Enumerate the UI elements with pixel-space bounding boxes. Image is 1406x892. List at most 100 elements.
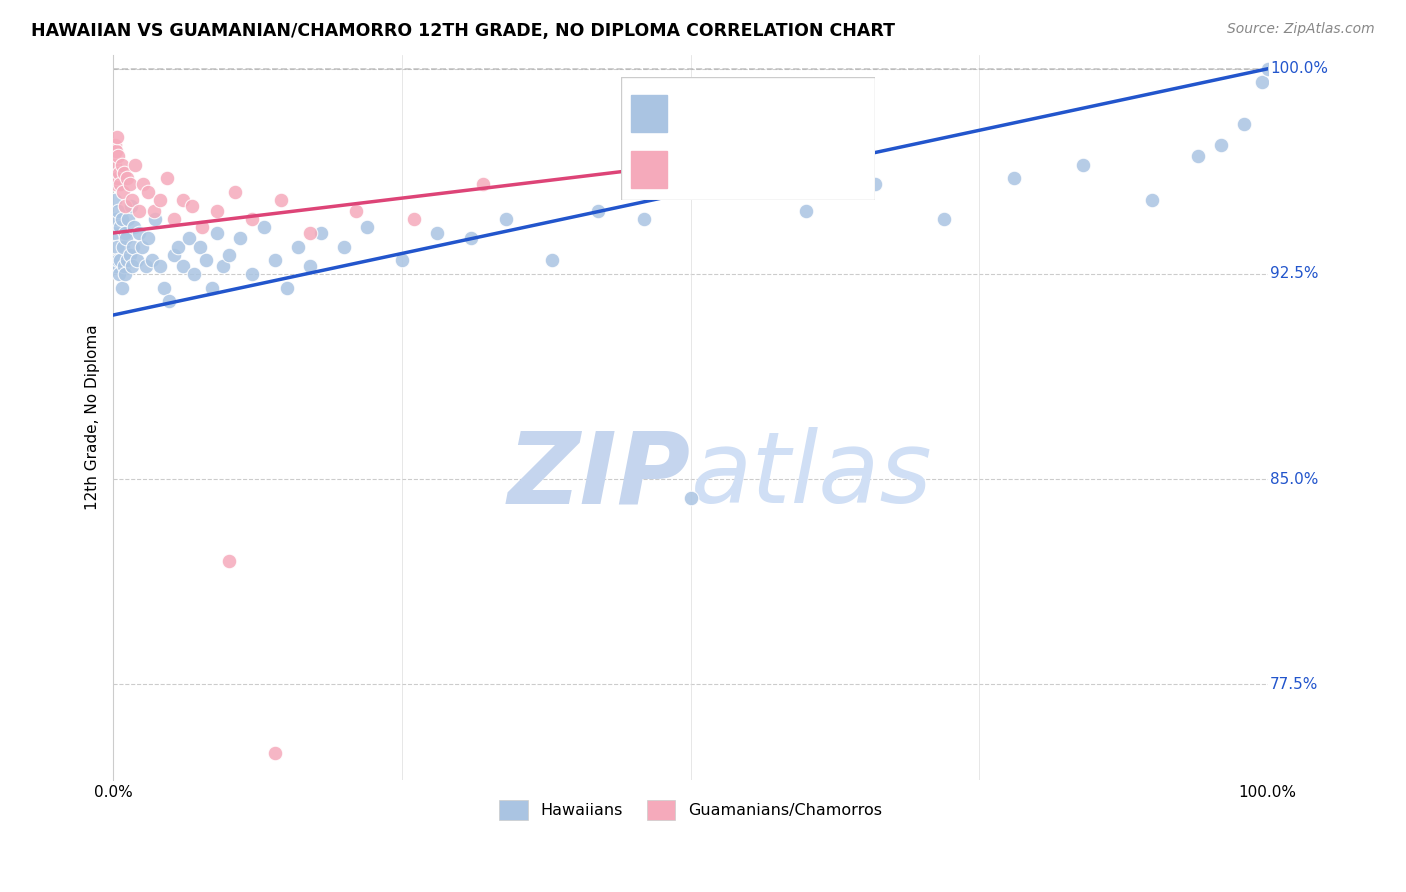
- Point: [172, 259, 194, 273]
- Point: [1211, 138, 1233, 153]
- Text: 85.0%: 85.0%: [1270, 472, 1319, 487]
- Point: [108, 166, 131, 180]
- Point: [136, 185, 159, 199]
- Point: [298, 259, 321, 273]
- Point: [107, 253, 129, 268]
- Point: [495, 212, 517, 227]
- Point: [181, 198, 204, 212]
- Point: [270, 193, 292, 207]
- Point: [1140, 193, 1163, 207]
- Point: [105, 171, 128, 186]
- Point: [167, 239, 190, 253]
- Point: [162, 212, 184, 227]
- Point: [1257, 62, 1279, 76]
- Point: [240, 267, 263, 281]
- Point: [104, 138, 127, 153]
- Point: [105, 239, 128, 253]
- Point: [104, 177, 127, 191]
- Point: [108, 267, 131, 281]
- Point: [132, 177, 155, 191]
- Point: [124, 157, 146, 171]
- Point: [212, 259, 235, 273]
- Point: [143, 212, 166, 227]
- Point: [118, 248, 141, 262]
- Point: [117, 212, 139, 227]
- Point: [934, 212, 956, 227]
- Point: [229, 231, 252, 245]
- Point: [188, 239, 211, 253]
- Point: [737, 185, 759, 199]
- Point: [104, 144, 127, 158]
- Point: [117, 253, 139, 268]
- Point: [110, 177, 132, 191]
- Point: [110, 253, 132, 268]
- Point: [287, 239, 309, 253]
- Point: [276, 280, 298, 294]
- Point: [105, 130, 128, 145]
- Point: [200, 280, 222, 294]
- Point: [110, 220, 132, 235]
- Point: [240, 212, 263, 227]
- Point: [149, 193, 172, 207]
- Point: [104, 157, 127, 171]
- Point: [136, 231, 159, 245]
- Text: atlas: atlas: [690, 427, 932, 524]
- Point: [333, 239, 356, 253]
- Point: [207, 226, 229, 240]
- Point: [107, 149, 129, 163]
- Point: [162, 248, 184, 262]
- Point: [112, 259, 135, 273]
- Text: 100.0%: 100.0%: [1270, 62, 1327, 77]
- Point: [194, 253, 217, 268]
- Legend: Hawaiians, Guamanians/Chamorros: Hawaiians, Guamanians/Chamorros: [492, 794, 889, 826]
- Point: [141, 253, 163, 268]
- Point: [121, 193, 143, 207]
- Point: [114, 226, 136, 240]
- Point: [104, 226, 127, 240]
- Point: [679, 491, 702, 506]
- Point: [128, 204, 150, 219]
- Text: ZIP: ZIP: [508, 427, 690, 524]
- Point: [122, 220, 145, 235]
- Point: [218, 248, 240, 262]
- Point: [794, 204, 817, 219]
- Point: [105, 171, 128, 186]
- Point: [114, 198, 136, 212]
- Point: [1250, 75, 1272, 89]
- Point: [586, 204, 609, 219]
- Text: 77.5%: 77.5%: [1270, 677, 1319, 691]
- Point: [541, 253, 564, 268]
- Point: [264, 253, 287, 268]
- Point: [155, 171, 177, 186]
- Point: [149, 259, 172, 273]
- Point: [135, 259, 157, 273]
- Y-axis label: 12th Grade, No Diploma: 12th Grade, No Diploma: [86, 325, 100, 510]
- Point: [122, 239, 145, 253]
- Point: [471, 177, 494, 191]
- Point: [224, 185, 246, 199]
- Point: [110, 280, 132, 294]
- Point: [128, 226, 150, 240]
- Point: [114, 267, 136, 281]
- Point: [104, 193, 127, 207]
- Point: [118, 177, 141, 191]
- Point: [218, 554, 240, 568]
- Point: [104, 259, 127, 273]
- Point: [153, 280, 176, 294]
- Point: [863, 177, 886, 191]
- Point: [183, 267, 205, 281]
- Point: [264, 746, 287, 760]
- Point: [131, 239, 153, 253]
- Point: [120, 198, 142, 212]
- Point: [177, 231, 200, 245]
- Point: [111, 185, 134, 199]
- Point: [142, 204, 165, 219]
- Point: [391, 253, 413, 268]
- Text: HAWAIIAN VS GUAMANIAN/CHAMORRO 12TH GRADE, NO DIPLOMA CORRELATION CHART: HAWAIIAN VS GUAMANIAN/CHAMORRO 12TH GRAD…: [31, 22, 896, 40]
- Point: [1233, 116, 1256, 130]
- Point: [112, 166, 135, 180]
- Point: [115, 231, 138, 245]
- Point: [117, 171, 139, 186]
- Point: [125, 253, 148, 268]
- Point: [104, 212, 127, 227]
